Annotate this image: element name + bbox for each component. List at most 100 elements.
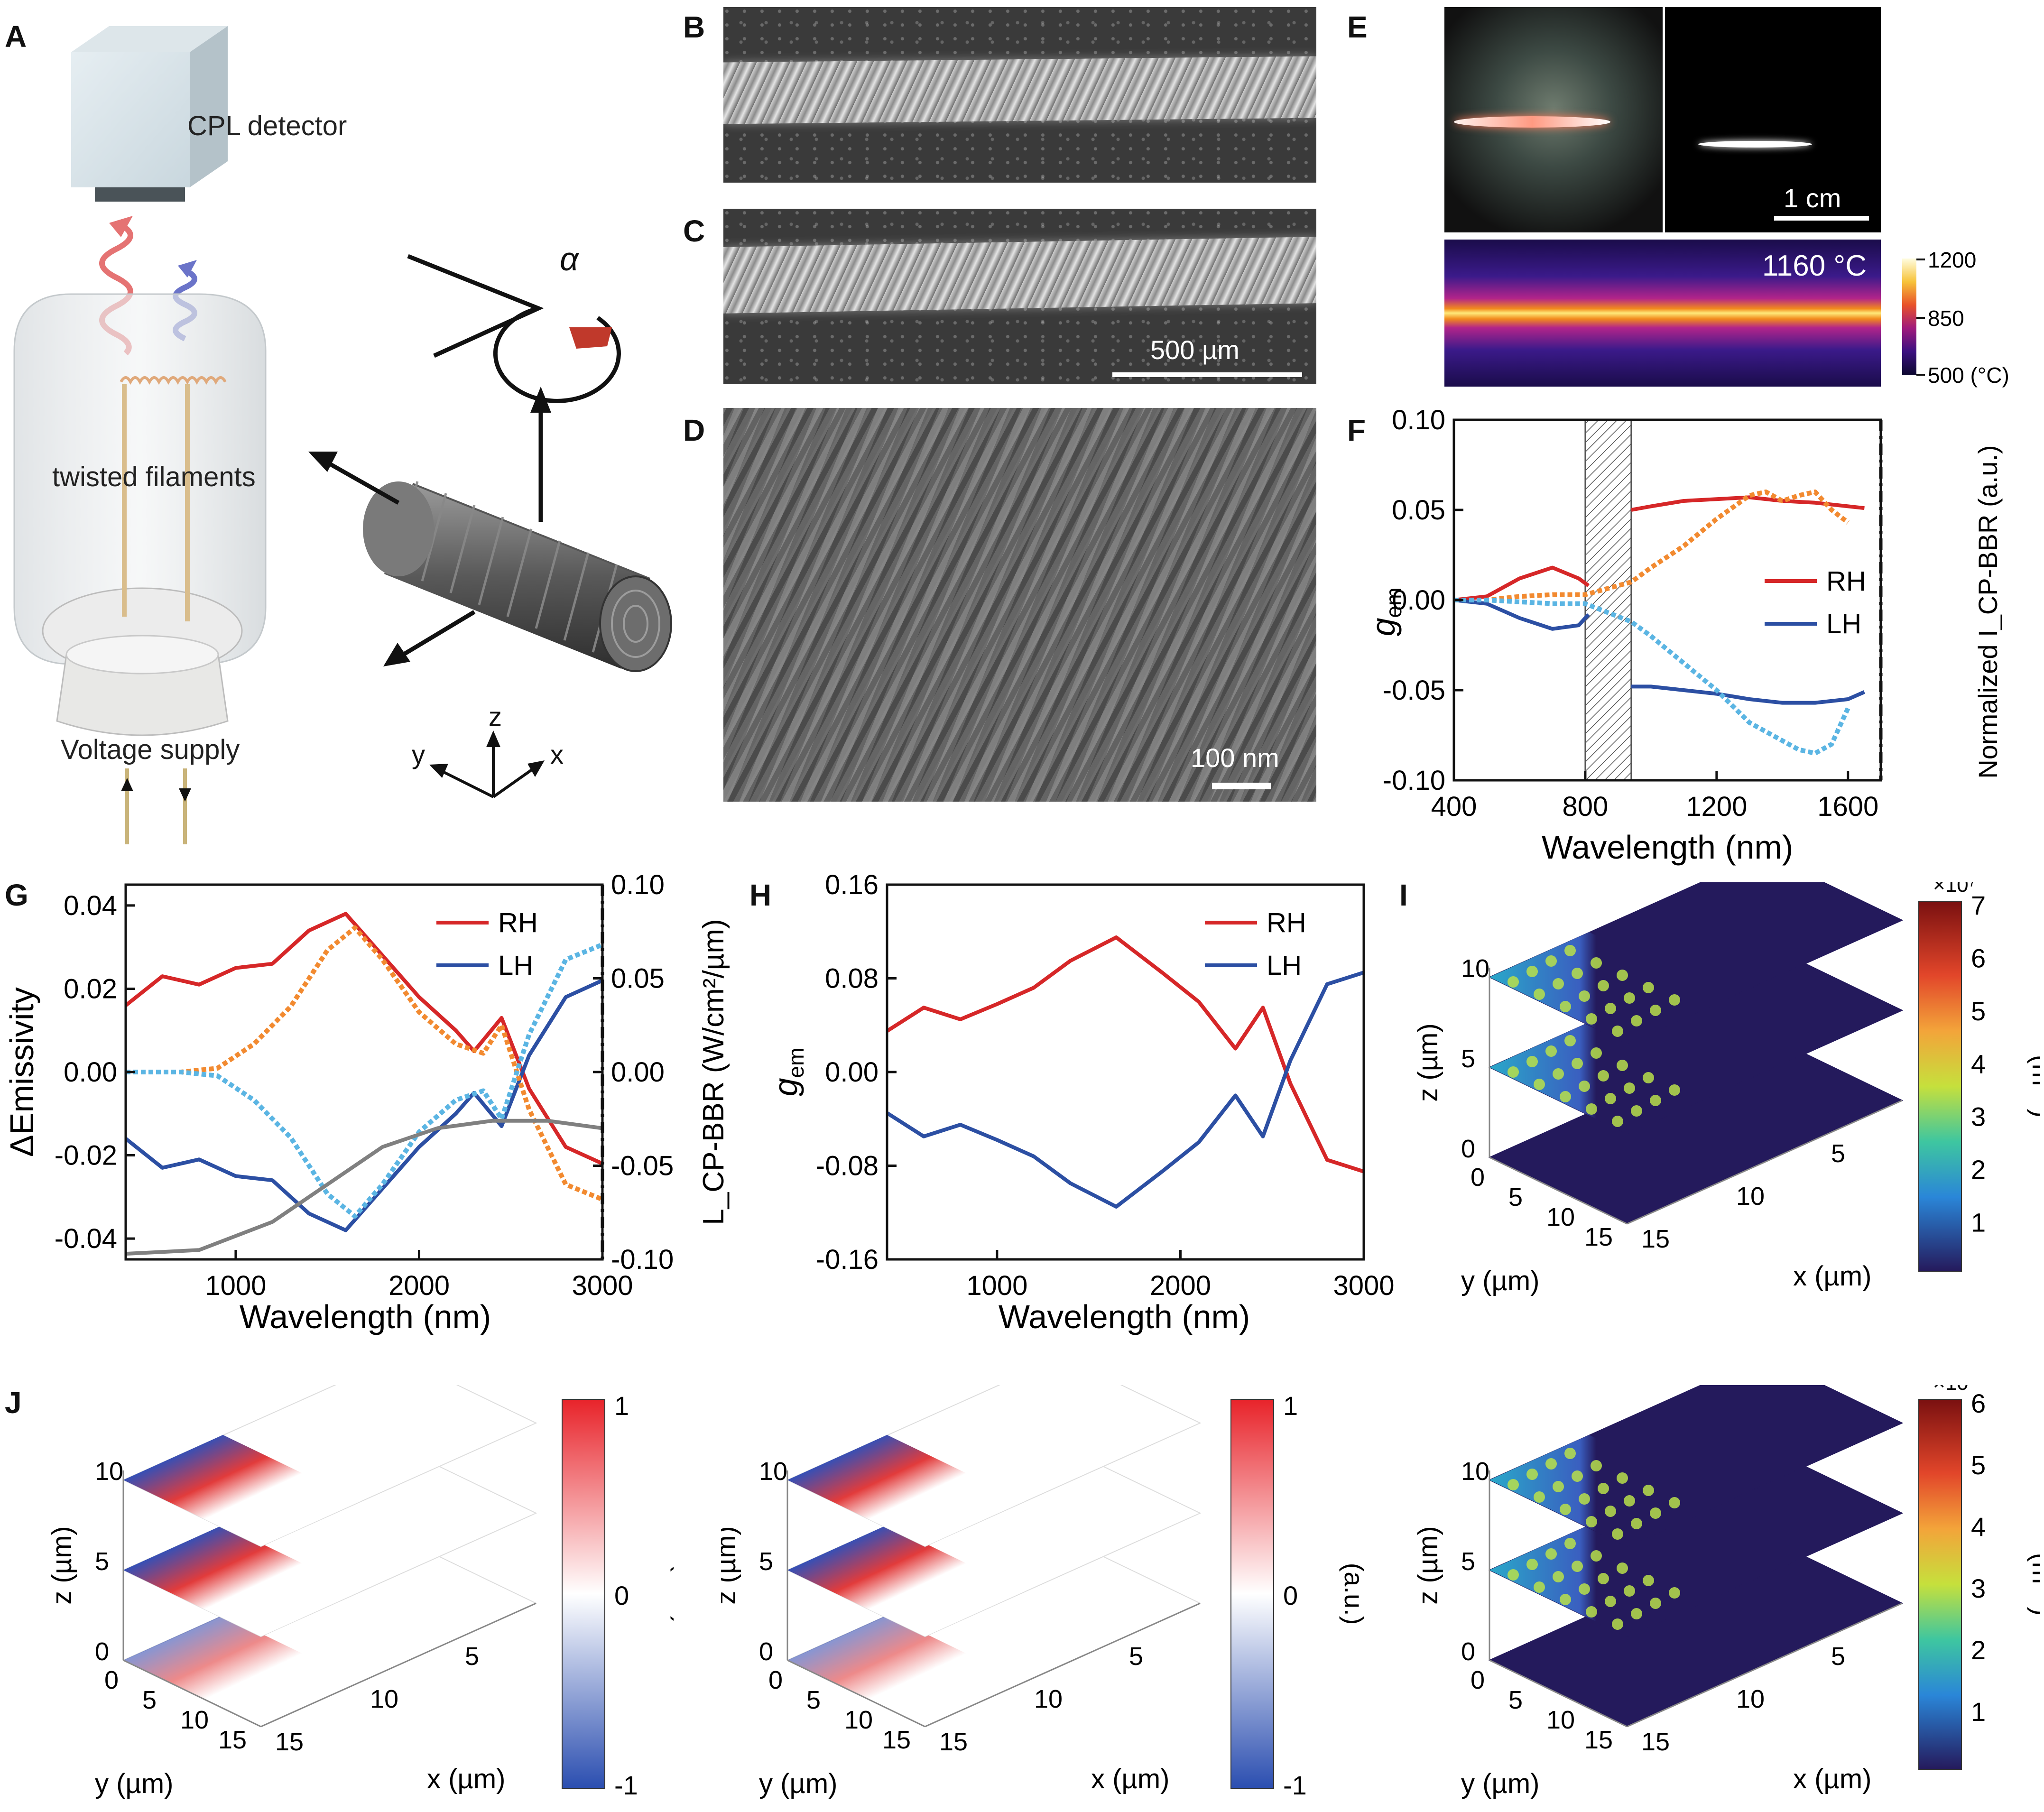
x-axis-label: x (µm) [1793, 1261, 1871, 1292]
colorbar-tick: 4 [1971, 1512, 1986, 1542]
field-hotspot [1560, 1594, 1571, 1605]
field-hotspot [1643, 1072, 1654, 1083]
field-hotspot [1586, 1013, 1597, 1025]
filament-label: twisted filaments [52, 462, 256, 492]
scale-label-c: 500 µm [1150, 335, 1239, 365]
y-tick-label: 10 [844, 1706, 873, 1734]
chart-f-ylabel: gem [1365, 588, 1406, 637]
panel-label-b: B [683, 10, 705, 44]
field-hotspot [1508, 1569, 1519, 1581]
field-hotspot [1545, 1548, 1557, 1560]
colorbar-tick: 5 [1971, 1450, 1986, 1480]
chart-g: ΔEmissivity L_CP-BBR (W/cm²/µm) Waveleng… [3, 873, 730, 1335]
legend-label: RH [1826, 566, 1866, 597]
field-hotspot [1591, 1047, 1602, 1059]
y-tick-label: 0.00 [825, 1057, 879, 1088]
x-tick-label: 800 [1563, 791, 1609, 822]
svg-text:y: y [412, 740, 425, 769]
field-hotspot [1624, 1082, 1635, 1094]
field-hotspot [1564, 1035, 1576, 1046]
y-tick-label: 0 [1471, 1666, 1485, 1694]
chart-h-ylabel: gem [767, 1048, 808, 1097]
colorbar-tick: 3 [1971, 1102, 1986, 1132]
colorbar-exponent: ×10⁷ [1933, 882, 1976, 897]
y2-tick-label: 0.00 [611, 1057, 665, 1088]
field-hotspot [1631, 1608, 1642, 1619]
z-tick-label: 5 [95, 1547, 109, 1576]
field-hotspot [1564, 1538, 1576, 1549]
colorbar-tick: -1 [614, 1770, 638, 1800]
y-tick-label: 0.00 [1392, 585, 1445, 616]
z-tick-label: 10 [1461, 954, 1489, 983]
scale-bar-c [1112, 372, 1302, 377]
svg-text:500 (°C): 500 (°C) [1928, 363, 2009, 388]
x-axis-label: x (µm) [427, 1764, 505, 1794]
chart-g-ylabel: ΔEmissivity [3, 987, 40, 1157]
x-tick-label: 10 [1034, 1685, 1063, 1713]
y-tick-label: -0.04 [55, 1223, 117, 1254]
arrow-down-icon [179, 788, 191, 802]
thermal-colorbar-ticks: 1200 850 500 (°C) [1916, 248, 2009, 388]
field-hotspot [1572, 1058, 1583, 1069]
colorbar [1230, 1399, 1274, 1789]
field-hotspot [1553, 1571, 1564, 1582]
y-tick-label: -0.08 [816, 1151, 879, 1182]
field-hotspot [1591, 957, 1602, 969]
y-tick-label: 0 [104, 1666, 119, 1694]
field-hotspot [1591, 1460, 1602, 1471]
x-tick-label: 2000 [1150, 1270, 1211, 1301]
field-hotspot [1617, 970, 1628, 981]
field-hotspot [1579, 1583, 1590, 1595]
plot-frame [886, 883, 1365, 1261]
colorbar-tick: 4 [1971, 1049, 1986, 1079]
x-tick-label: 15 [1641, 1728, 1670, 1756]
y2-tick-label: 0.05 [611, 963, 665, 994]
field-hotspot [1624, 1585, 1635, 1597]
legend-label: LH [498, 950, 533, 981]
field-hotspot [1526, 1469, 1538, 1480]
z-tick-label: 0 [759, 1637, 773, 1666]
field-hotspot [1564, 1448, 1576, 1459]
z-axis-label: z (µm) [1413, 1023, 1443, 1101]
field-hotspot [1553, 1068, 1564, 1080]
x-axis-label: x (µm) [1793, 1764, 1871, 1794]
y-tick-label: -0.02 [55, 1140, 117, 1171]
field-hotspot [1598, 980, 1609, 991]
series-0 [1453, 565, 1590, 602]
y2-tick-label: 0.10 [611, 873, 665, 900]
colorbar-tick: -1 [1283, 1770, 1307, 1800]
field-hotspot [1643, 1485, 1654, 1496]
thermal-image: 1160 °C [1444, 240, 1881, 387]
x-axis-line [1627, 1602, 1903, 1728]
x-tick-label: 15 [275, 1728, 304, 1756]
series-3 [1631, 684, 1866, 705]
legend-label: RH [1267, 907, 1306, 938]
field-strip-2 [123, 1435, 361, 1546]
field-hotspot [1534, 1079, 1545, 1090]
field-hotspot [1643, 1575, 1654, 1586]
field-hotspot [1612, 1116, 1623, 1127]
y-tick-label: 5 [806, 1686, 821, 1714]
field-hotspot [1591, 1550, 1602, 1562]
detector-label: CPL detector [187, 111, 347, 141]
z-tick-label: 0 [1461, 1637, 1475, 1666]
chart-f-y2label: Normalized I_CP-BBR (a.u.) [1973, 445, 2003, 778]
y-tick-label: 0.00 [64, 1057, 117, 1088]
scale-label-d: 100 nm [1191, 743, 1279, 773]
field-hotspot [1643, 982, 1654, 993]
field-hotspot [1598, 1573, 1609, 1584]
field-hotspot [1612, 1026, 1623, 1037]
x-tick-label: 10 [370, 1685, 398, 1713]
field-hotspot [1534, 1581, 1545, 1593]
series-5 [1454, 598, 1850, 756]
chart-f-xlabel: Wavelength (nm) [1542, 829, 1793, 866]
field-hotspot [1560, 1504, 1571, 1515]
field-hotspot [1631, 1518, 1642, 1529]
colorbar-tick: 1 [1971, 1697, 1986, 1727]
panel-label-g: G [5, 878, 28, 912]
colorbar-tick: 3 [1971, 1573, 1986, 1603]
scale-label-e: 1 cm [1784, 183, 1841, 213]
field-hotspot [1624, 992, 1635, 1004]
field-hotspot [1650, 1005, 1661, 1016]
chart-h: gem Wavelength (nm) 1000 2000 3000 0.16 0.08… [767, 873, 1395, 1335]
